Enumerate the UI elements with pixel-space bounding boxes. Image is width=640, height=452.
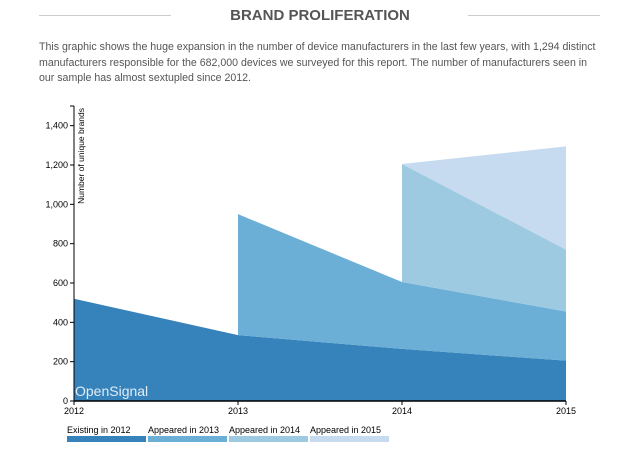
y-tick-label: 1,400 (45, 121, 68, 131)
area-appeared-in-2014 (402, 164, 566, 312)
y-tick-label: 600 (53, 278, 68, 288)
x-tick-label: 2013 (228, 406, 248, 416)
legend-swatch (67, 436, 146, 442)
legend-swatch (310, 436, 389, 442)
title-rule-right (468, 15, 600, 16)
y-tick-label: 800 (53, 239, 68, 249)
area-appeared-in-2013 (238, 214, 566, 361)
description: This graphic shows the huge expansion in… (39, 41, 596, 84)
y-tick-label: 200 (53, 357, 68, 367)
x-tick-label: 2015 (556, 406, 576, 416)
legend-swatch (229, 436, 308, 442)
legend-label: Appeared in 2013 (148, 425, 219, 435)
area-appeared-in-2015 (402, 146, 566, 250)
y-tick-label: 0 (63, 396, 68, 406)
legend-label: Appeared in 2015 (310, 425, 381, 435)
page-title: BRAND PROLIFERATION (230, 7, 410, 24)
opensignal-watermark: OpenSignal (75, 383, 148, 399)
area-existing-in-2012 (74, 298, 566, 401)
legend-label: Appeared in 2014 (229, 425, 300, 435)
y-tick-label: 1,000 (45, 199, 68, 209)
legend-label: Existing in 2012 (67, 425, 131, 435)
y-axis-label: Number of unique brands (76, 108, 86, 204)
x-tick-label: 2012 (64, 406, 84, 416)
y-tick-label: 400 (53, 317, 68, 327)
x-tick-label: 2014 (392, 406, 412, 416)
y-tick-label: 1,200 (45, 160, 68, 170)
legend-swatch (148, 436, 227, 442)
title-rule-left (39, 15, 171, 16)
